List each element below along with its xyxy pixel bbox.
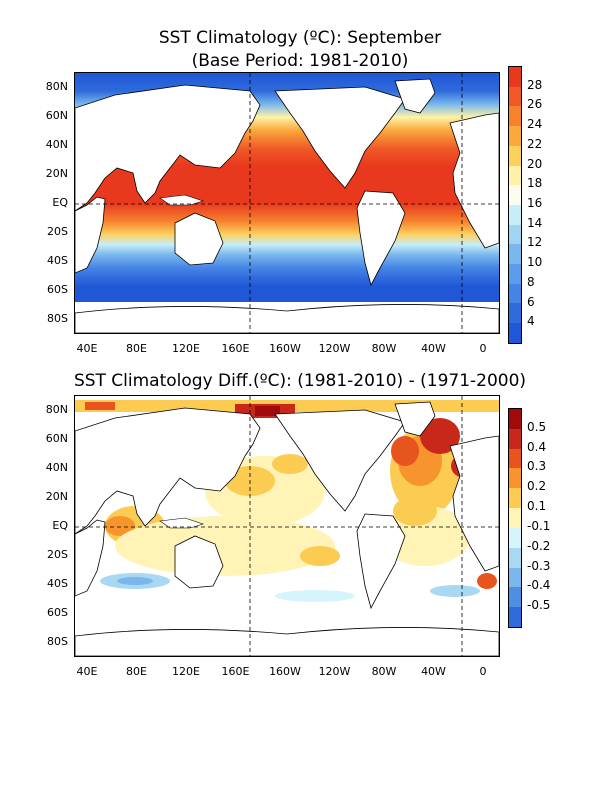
longitude-label: 120W: [318, 665, 351, 678]
colorbar-label: 18: [527, 176, 543, 191]
colorbar-segment: [509, 283, 521, 304]
colorbar-segment: [509, 547, 521, 568]
colorbar-label: 26: [527, 97, 543, 112]
colorbar-segment: [509, 204, 521, 225]
latitude-label: 80N: [45, 80, 68, 93]
colorbar-label: 10: [527, 255, 543, 270]
colorbar-segment: [509, 303, 521, 324]
colorbar-label: 0.1: [527, 499, 547, 514]
latitude-label: EQ: [52, 519, 68, 532]
colorbar-label: 8: [527, 274, 535, 289]
latitude-label: 20S: [47, 225, 68, 238]
colorbar-label: 0.5: [527, 419, 547, 434]
longitude-label: 40W: [421, 342, 446, 355]
colorbar-label: 12: [527, 235, 543, 250]
colorbar-label: 6: [527, 294, 535, 309]
colorbar-label: -0.4: [527, 578, 551, 593]
longitude-label: 80W: [371, 665, 397, 678]
longitude-label: 80E: [126, 342, 147, 355]
colorbar-segment: [509, 567, 521, 588]
colorbar-label: 0.2: [527, 479, 547, 494]
colorbar-segment: [509, 323, 521, 343]
latitude-label: 40S: [47, 254, 68, 267]
colorbar-segment: [509, 67, 521, 87]
latitude-label: 60S: [47, 606, 68, 619]
longitude-label: 120E: [172, 342, 200, 355]
latitude-label: 20S: [47, 548, 68, 561]
colorbar-segment: [509, 468, 521, 489]
top-title: SST Climatology (ºC): September: [158, 28, 442, 48]
colorbar-segment: [509, 86, 521, 107]
colorbar-segment: [509, 126, 521, 146]
latitude-label: 20N: [45, 167, 68, 180]
colorbar-segment: [509, 448, 521, 469]
colorbar-label: 22: [527, 136, 543, 151]
colorbar-label: 20: [527, 156, 543, 171]
longitude-label: 0: [479, 342, 487, 355]
longitude-label: 40E: [76, 665, 98, 678]
colorbar-segment: [509, 409, 521, 429]
colorbar-segment: [509, 244, 521, 265]
sst-difference-map: [74, 395, 500, 657]
colorbar-segment: [509, 508, 521, 528]
colorbar-label: 24: [527, 117, 543, 132]
longitude-label: 120E: [172, 665, 200, 678]
colorbar-label: 4: [527, 314, 535, 329]
colorbar-segment: [509, 488, 521, 509]
longitude-label: 0: [479, 665, 487, 678]
longitude-label: 160E: [221, 665, 250, 678]
latitude-label: 40N: [45, 138, 68, 151]
longitude-label: 160E: [221, 342, 250, 355]
colorbar-segment: [509, 145, 521, 166]
latitude-label: 40S: [47, 577, 68, 590]
colorbar-label: 16: [527, 196, 543, 210]
colorbar-segment: [509, 527, 521, 548]
sst-climatology-map: [74, 72, 500, 334]
longitude-label: 120W: [318, 342, 351, 355]
longitude-label: 40E: [76, 342, 98, 355]
latitude-label: 20N: [45, 490, 68, 503]
latitude-label: 80S: [47, 312, 68, 325]
colorbar-segment: [509, 428, 521, 449]
longitude-label: 40W: [421, 665, 446, 678]
longitude-label: 160W: [269, 665, 301, 678]
longitude-label: 80W: [371, 342, 397, 355]
colorbar-segment: [509, 607, 521, 627]
latitude-label: 40N: [45, 461, 68, 474]
latitude-label: 80N: [45, 403, 68, 416]
latitude-label: 80S: [47, 635, 68, 648]
colorbar-segment: [509, 185, 521, 205]
colorbar-segment: [509, 165, 521, 186]
colorbar-label: 14: [527, 215, 543, 230]
colorbar-segment: [509, 224, 521, 245]
latitude-label: 60N: [45, 109, 68, 122]
top-subtitle: (Base Period: 1981-2010): [191, 51, 409, 71]
top-colorbar: [508, 66, 522, 344]
colorbar-label: -0.2: [527, 538, 551, 553]
latitude-label: 60S: [47, 283, 68, 296]
colorbar-label: -0.5: [527, 598, 551, 613]
colorbar-label: 0.4: [527, 439, 547, 454]
colorbar-segment: [509, 587, 521, 608]
colorbar-label: -0.1: [527, 518, 551, 533]
bottom-colorbar: [508, 408, 522, 628]
colorbar-label: 0.3: [527, 459, 547, 474]
longitude-label: 160W: [269, 342, 301, 355]
longitude-label: 80E: [126, 665, 147, 678]
colorbar-segment: [509, 264, 521, 284]
colorbar-label: -0.3: [527, 558, 551, 573]
colorbar-segment: [509, 106, 521, 127]
colorbar-label: 28: [527, 77, 543, 92]
latitude-label: 60N: [45, 432, 68, 445]
bottom-title: SST Climatology Diff.(ºC): (1981-2010) -…: [73, 371, 527, 391]
latitude-label: EQ: [52, 196, 68, 209]
